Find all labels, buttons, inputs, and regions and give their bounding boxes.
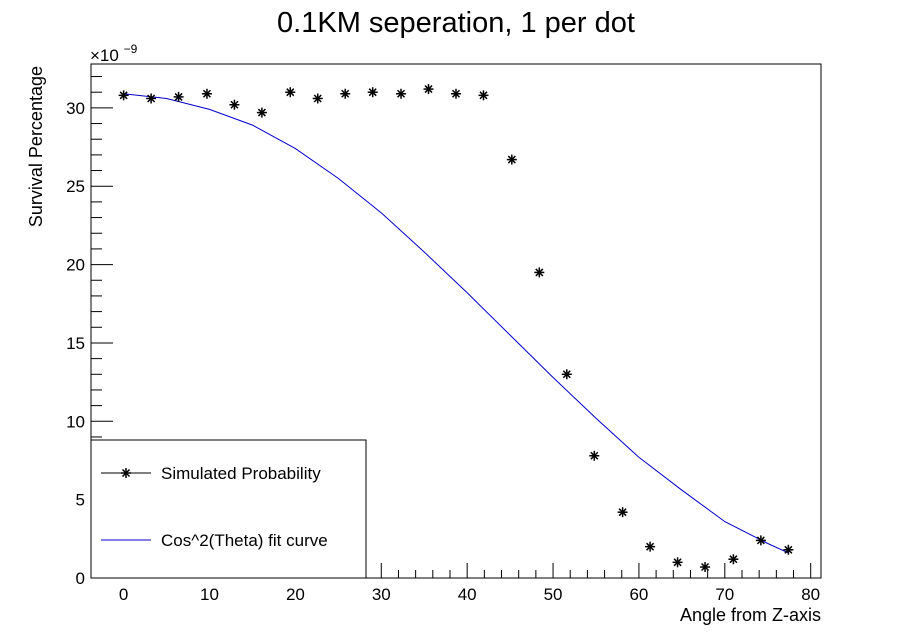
y-exponent-power: −9 xyxy=(124,42,138,56)
data-point xyxy=(396,88,407,99)
star-stroke xyxy=(673,558,682,567)
data-point xyxy=(672,557,683,568)
data-point xyxy=(783,544,794,555)
star-stroke xyxy=(121,468,131,478)
y-tick-label: 0 xyxy=(76,569,85,588)
data-point xyxy=(645,541,656,552)
legend-label: Cos^2(Theta) fit curve xyxy=(161,531,328,550)
star-stroke xyxy=(590,451,599,460)
x-tick-label: 70 xyxy=(715,585,734,604)
legend-marker xyxy=(121,468,131,478)
data-point xyxy=(146,93,157,104)
plot-frame xyxy=(90,63,822,579)
star-stroke xyxy=(313,94,322,103)
svg-text:×10 −9: ×10 −9 xyxy=(90,42,138,65)
x-axis-title: Angle from Z-axis xyxy=(680,605,821,625)
star-stroke xyxy=(202,89,211,98)
y-tick-label: 20 xyxy=(66,256,85,275)
y-tick-label: 25 xyxy=(66,177,85,196)
star-stroke xyxy=(341,89,350,98)
data-point xyxy=(173,91,184,102)
star-stroke xyxy=(729,555,738,564)
star-stroke xyxy=(286,88,295,97)
star-stroke xyxy=(230,100,239,109)
data-point xyxy=(534,267,545,278)
data-point xyxy=(367,87,378,98)
star-stroke xyxy=(646,542,655,551)
legend-entry: Cos^2(Theta) fit curve xyxy=(101,531,328,550)
data-point xyxy=(561,369,572,380)
data-point xyxy=(728,554,739,565)
data-point xyxy=(229,99,240,110)
star-stroke xyxy=(147,94,156,103)
star-stroke xyxy=(756,536,765,545)
legend-entry: Simulated Probability xyxy=(101,464,321,483)
star-stroke xyxy=(257,108,266,117)
x-tick-label: 80 xyxy=(801,585,820,604)
y-tick-label: 15 xyxy=(66,334,85,353)
data-point xyxy=(256,107,267,118)
fit-curve-line xyxy=(123,93,789,554)
star-stroke xyxy=(562,370,571,379)
data-point xyxy=(589,450,600,461)
data-point xyxy=(506,154,517,165)
data-point xyxy=(478,90,489,101)
y-exponent-prefix: ×10 xyxy=(90,46,119,65)
x-tick-label: 20 xyxy=(286,585,305,604)
data-point xyxy=(755,535,766,546)
star-stroke xyxy=(397,89,406,98)
y-axis-title: Survival Percentage xyxy=(26,66,46,227)
star-stroke xyxy=(701,563,710,572)
star-stroke xyxy=(507,155,516,164)
data-point xyxy=(423,84,434,95)
legend-box xyxy=(90,439,367,579)
data-point xyxy=(617,507,628,518)
star-stroke xyxy=(784,545,793,554)
data-point xyxy=(201,88,212,99)
x-tick-label: 40 xyxy=(458,585,477,604)
y-tick-label: 5 xyxy=(76,491,85,510)
x-tick-label: 0 xyxy=(119,585,128,604)
x-tick-label: 50 xyxy=(544,585,563,604)
data-point xyxy=(340,88,351,99)
data-point xyxy=(451,88,461,99)
star-stroke xyxy=(618,508,627,517)
data-point xyxy=(118,90,129,101)
star-stroke xyxy=(174,92,183,101)
x-tick-label: 30 xyxy=(372,585,391,604)
data-point xyxy=(312,93,323,104)
y-exponent-label: ×10 −9 xyxy=(90,42,138,65)
y-tick-label: 30 xyxy=(66,99,85,118)
star-stroke xyxy=(424,85,433,94)
legend-label: Simulated Probability xyxy=(161,464,321,483)
x-tick-label: 60 xyxy=(629,585,648,604)
x-tick-label: 10 xyxy=(200,585,219,604)
chart-title: 0.1KM seperation, 1 per dot xyxy=(277,7,635,39)
legend: Simulated Probability Cos^2(Theta) fit cu… xyxy=(90,439,367,579)
series-layer xyxy=(118,84,794,573)
star-stroke xyxy=(479,91,488,100)
data-point xyxy=(285,87,296,98)
star-stroke xyxy=(535,268,544,277)
star-stroke xyxy=(368,88,377,97)
star-stroke xyxy=(451,89,461,98)
data-point xyxy=(700,562,711,573)
star-stroke xyxy=(119,91,128,100)
y-tick-label: 10 xyxy=(66,412,85,431)
